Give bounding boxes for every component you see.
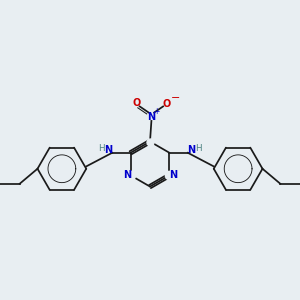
Text: +: +: [153, 106, 160, 116]
Text: H: H: [98, 144, 105, 153]
Text: N: N: [169, 170, 177, 180]
Text: O: O: [162, 99, 170, 109]
Text: −: −: [171, 92, 180, 103]
Text: N: N: [188, 146, 196, 155]
Text: N: N: [147, 112, 155, 122]
Text: H: H: [195, 144, 202, 153]
Text: N: N: [104, 146, 112, 155]
Text: N: N: [123, 170, 131, 180]
Text: O: O: [132, 98, 140, 108]
